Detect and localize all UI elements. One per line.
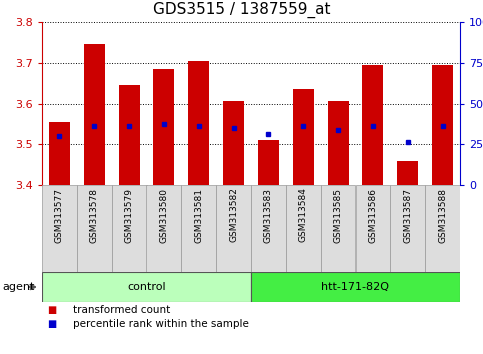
Bar	[398, 161, 418, 185]
Bar	[390, 185, 425, 272]
Text: GSM313582: GSM313582	[229, 188, 238, 242]
Bar	[154, 69, 174, 185]
Bar	[425, 185, 460, 272]
Text: GSM313586: GSM313586	[369, 188, 377, 242]
Bar	[251, 272, 460, 302]
Text: GDS3515 / 1387559_at: GDS3515 / 1387559_at	[153, 2, 330, 18]
Bar	[293, 89, 313, 185]
Text: GSM313583: GSM313583	[264, 188, 273, 242]
Text: control: control	[127, 282, 166, 292]
Text: GSM313577: GSM313577	[55, 188, 64, 242]
Text: percentile rank within the sample: percentile rank within the sample	[73, 319, 249, 329]
Bar	[251, 185, 286, 272]
Text: GSM313584: GSM313584	[299, 188, 308, 242]
Text: ■: ■	[47, 305, 56, 315]
Text: htt-171-82Q: htt-171-82Q	[322, 282, 389, 292]
Text: GSM313581: GSM313581	[194, 188, 203, 242]
Text: ■: ■	[47, 319, 56, 329]
Bar	[362, 65, 384, 185]
Bar	[258, 140, 279, 185]
Text: GSM313580: GSM313580	[159, 188, 169, 242]
Bar	[146, 185, 181, 272]
Bar	[188, 61, 209, 185]
Bar	[42, 185, 77, 272]
Bar	[321, 185, 355, 272]
Bar	[432, 65, 453, 185]
Text: GSM313587: GSM313587	[403, 188, 412, 242]
Bar	[355, 185, 390, 272]
Bar	[119, 85, 140, 185]
Bar	[112, 185, 146, 272]
Bar	[216, 185, 251, 272]
Text: GSM313585: GSM313585	[334, 188, 342, 242]
Bar	[223, 102, 244, 185]
Bar	[42, 272, 251, 302]
Text: GSM313588: GSM313588	[438, 188, 447, 242]
Text: transformed count: transformed count	[73, 305, 170, 315]
Text: GSM313579: GSM313579	[125, 188, 134, 242]
Bar	[84, 44, 105, 185]
Bar	[49, 122, 70, 185]
Bar	[286, 185, 321, 272]
Bar	[77, 185, 112, 272]
Bar	[327, 102, 349, 185]
Text: agent: agent	[2, 282, 35, 292]
Bar	[181, 185, 216, 272]
Text: GSM313578: GSM313578	[90, 188, 99, 242]
